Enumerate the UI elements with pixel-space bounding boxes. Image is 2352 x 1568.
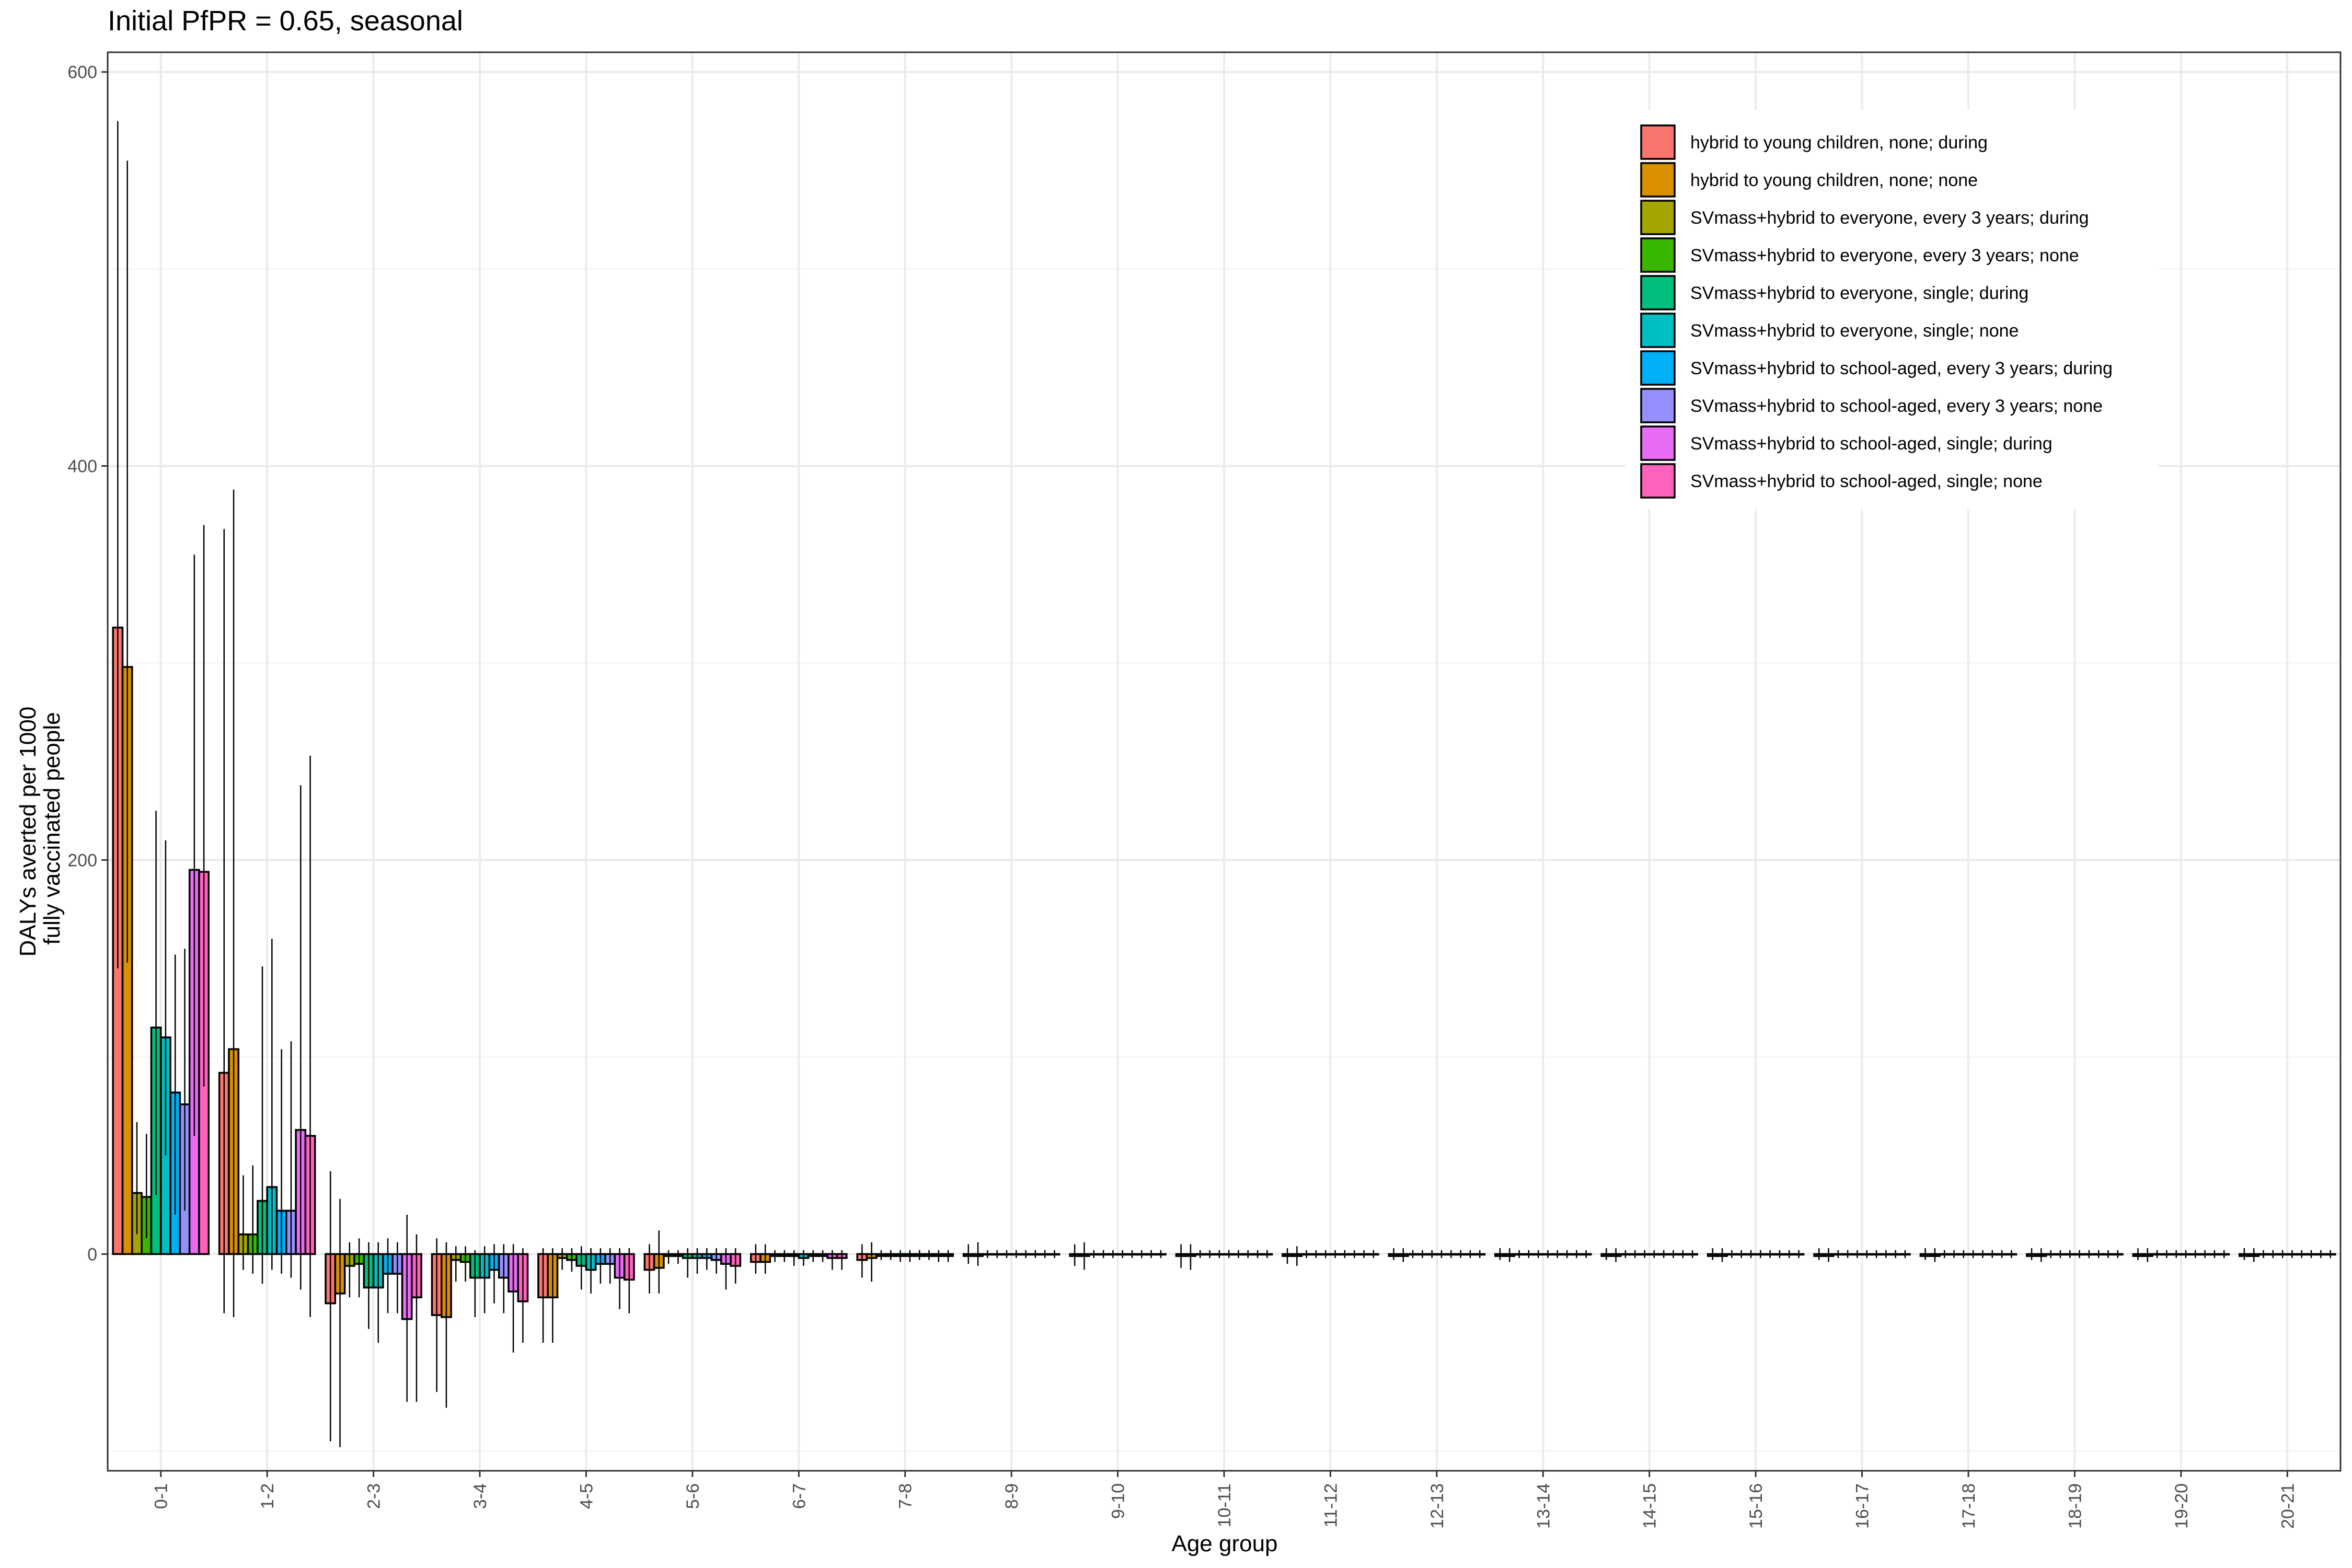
y-tick-label: 600 bbox=[67, 63, 97, 83]
x-tick-label: 5-6 bbox=[683, 1483, 703, 1509]
legend-key bbox=[1640, 425, 1676, 461]
legend-label: SVmass+hybrid to school-aged, single; no… bbox=[1690, 471, 2043, 491]
y-tick-label: 0 bbox=[87, 1244, 97, 1264]
x-tick-label: 7-8 bbox=[896, 1483, 916, 1509]
x-tick-label: 1-2 bbox=[258, 1483, 278, 1509]
x-tick-label: 19-20 bbox=[2172, 1483, 2192, 1529]
legend-key bbox=[1640, 463, 1676, 499]
legend-label: SVmass+hybrid to everyone, single; none bbox=[1690, 321, 2019, 341]
legend-key bbox=[1640, 200, 1676, 235]
legend-label: hybrid to young children, none; none bbox=[1690, 170, 1978, 190]
chart-title: Initial PfPR = 0.65, seasonal bbox=[108, 5, 463, 37]
x-tick-label: 15-16 bbox=[1746, 1483, 1766, 1529]
legend-key bbox=[1640, 162, 1676, 198]
y-axis-title: DALYs averted per 1000 fully vaccinated … bbox=[15, 700, 65, 957]
x-tick-label: 2-3 bbox=[364, 1483, 384, 1509]
y-tick-label: 400 bbox=[67, 457, 97, 477]
legend-key bbox=[1640, 275, 1676, 310]
x-tick-label: 18-19 bbox=[2065, 1483, 2085, 1529]
x-axis-title: Age group bbox=[1171, 1531, 1277, 1557]
x-tick-label: 8-9 bbox=[1002, 1483, 1022, 1509]
legend-label: SVmass+hybrid to school-aged, single; du… bbox=[1690, 434, 2053, 454]
legend-label: SVmass+hybrid to school-aged, every 3 ye… bbox=[1690, 359, 2113, 378]
x-tick-label: 12-13 bbox=[1427, 1483, 1447, 1529]
legend-label: SVmass+hybrid to school-aged, every 3 ye… bbox=[1690, 396, 2103, 416]
x-tick-label: 6-7 bbox=[789, 1483, 809, 1509]
legend: hybrid to young children, none; during hy… bbox=[1625, 110, 2159, 509]
x-tick-label: 10-11 bbox=[1215, 1483, 1235, 1527]
legend-key bbox=[1640, 388, 1676, 423]
y-axis-title-line-1: DALYs averted per 1000 bbox=[15, 707, 41, 957]
x-tick-label: 4-5 bbox=[577, 1483, 596, 1509]
x-tick-label: 13-14 bbox=[1534, 1483, 1553, 1529]
x-tick-label: 0-1 bbox=[152, 1483, 171, 1509]
legend-label: SVmass+hybrid to everyone, every 3 years… bbox=[1690, 246, 2079, 266]
legend-label: hybrid to young children, none; during bbox=[1690, 133, 1988, 153]
legend-key bbox=[1640, 350, 1676, 386]
y-tick-label: 200 bbox=[67, 850, 97, 870]
legend-label: SVmass+hybrid to everyone, single; durin… bbox=[1690, 283, 2028, 303]
legend-key bbox=[1640, 124, 1676, 160]
y-axis-title-line-2: fully vaccinated people bbox=[39, 712, 65, 944]
x-tick-label: 16-17 bbox=[1853, 1483, 1873, 1529]
x-tick-label: 9-10 bbox=[1109, 1483, 1128, 1519]
x-tick-label: 20-21 bbox=[2278, 1483, 2298, 1529]
legend-key bbox=[1640, 237, 1676, 273]
x-tick-label: 14-15 bbox=[1640, 1483, 1660, 1529]
x-tick-label: 11-12 bbox=[1321, 1483, 1341, 1527]
x-tick-label: 17-18 bbox=[1959, 1483, 1979, 1529]
legend-key bbox=[1640, 313, 1676, 348]
x-tick-label: 3-4 bbox=[470, 1483, 490, 1509]
legend-label: SVmass+hybrid to everyone, every 3 years… bbox=[1690, 208, 2089, 228]
legend-background bbox=[1625, 110, 2159, 509]
